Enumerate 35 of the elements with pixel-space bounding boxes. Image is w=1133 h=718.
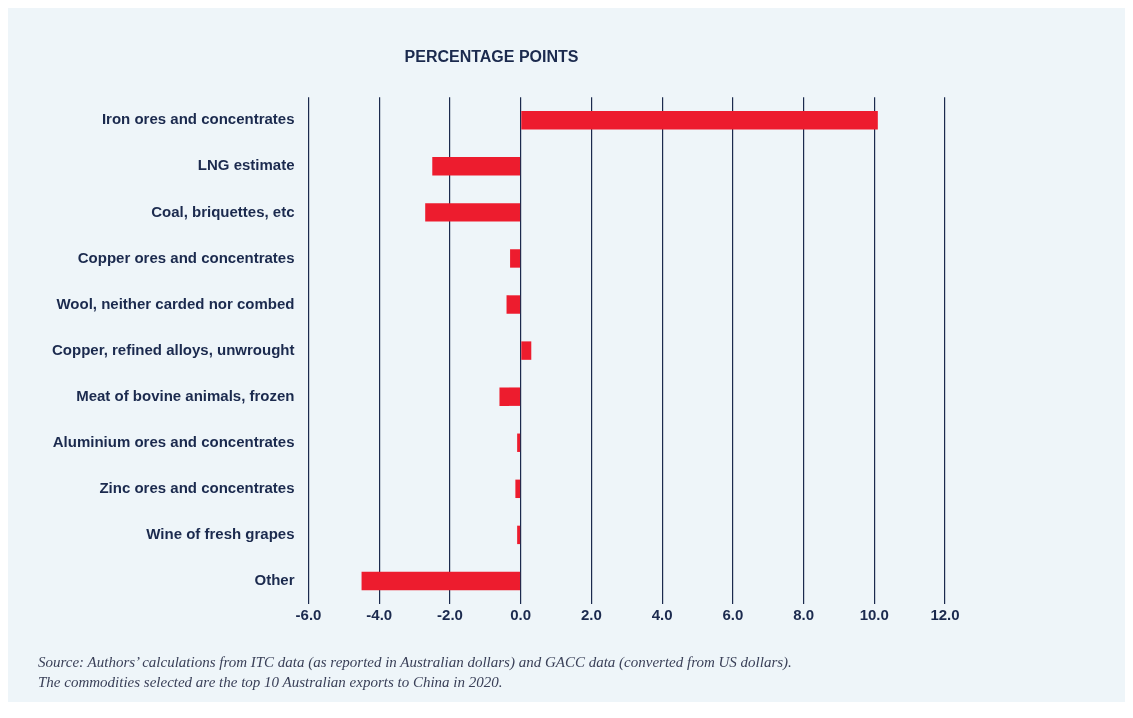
bar <box>521 341 532 360</box>
y-tick-label: Wine of fresh grapes <box>146 525 295 543</box>
bar <box>515 479 521 499</box>
x-tick-label: 8.0 <box>793 606 814 624</box>
bar <box>432 157 521 176</box>
bar <box>517 525 521 545</box>
bar <box>517 433 521 452</box>
y-tick-label: Copper, refined alloys, unwrought <box>51 340 295 358</box>
y-tick-label: Copper ores and concentrates <box>77 248 295 266</box>
bar <box>499 387 521 406</box>
x-tick-label: 0.0 <box>510 606 532 624</box>
y-tick-label: Wool, neither carded nor combed <box>56 294 295 312</box>
bar <box>425 203 521 222</box>
y-tick-label: Other <box>254 571 295 589</box>
x-tick-label: 4.0 <box>651 606 673 624</box>
bar <box>521 111 878 130</box>
chart-title: PERCENTAGE POINTS <box>404 48 579 66</box>
bar <box>361 571 521 591</box>
source-note: Source: Authors’ calculations from ITC data (as reported in Australian dollars) and GACC data (converted from US dollars). <box>38 653 793 672</box>
x-tick-label: -4.0 <box>366 606 393 624</box>
x-tick-label: 10.0 <box>859 606 889 624</box>
x-tick-label: 2.0 <box>580 606 602 624</box>
x-tick-label: 6.0 <box>722 606 744 624</box>
y-tick-label: Coal, briquettes, etc <box>151 202 295 220</box>
y-tick-label: Aluminium ores and concentrates <box>52 432 295 450</box>
x-tick-label: 12.0 <box>930 606 960 624</box>
y-tick-label: Meat of bovine animals, frozen <box>76 386 295 404</box>
x-tick-label: -6.0 <box>295 606 322 624</box>
y-tick-label: Zinc ores and concentrates <box>99 478 295 496</box>
x-tick-label: -2.0 <box>437 606 463 624</box>
y-tick-label: LNG estimate <box>197 156 295 174</box>
bar <box>506 295 521 314</box>
bar <box>510 249 521 268</box>
text: The commodities selected are the top 10 Australian exports to China in 2020. <box>38 673 504 692</box>
y-tick-label: Iron ores and concentrates <box>101 110 295 128</box>
